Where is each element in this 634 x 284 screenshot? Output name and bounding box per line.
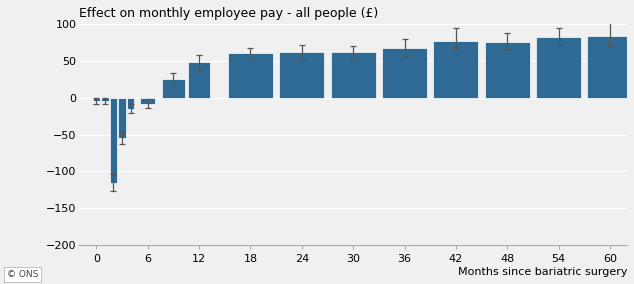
Bar <box>536 37 581 98</box>
Bar <box>93 98 100 101</box>
Bar <box>433 41 479 98</box>
Bar <box>330 52 376 98</box>
Bar <box>127 98 134 109</box>
Bar <box>228 53 273 98</box>
Bar <box>382 47 427 98</box>
Bar <box>101 98 108 101</box>
Bar <box>484 41 530 98</box>
Bar <box>162 79 184 98</box>
Bar <box>188 62 210 98</box>
Text: © ONS: © ONS <box>7 270 38 279</box>
X-axis label: Months since bariatric surgery: Months since bariatric surgery <box>458 267 627 277</box>
Bar <box>587 36 633 98</box>
Bar <box>279 52 325 98</box>
Bar <box>140 98 155 104</box>
Text: Effect on monthly employee pay - all people (£): Effect on monthly employee pay - all peo… <box>79 7 378 20</box>
Bar <box>119 98 126 138</box>
Bar <box>110 98 117 183</box>
